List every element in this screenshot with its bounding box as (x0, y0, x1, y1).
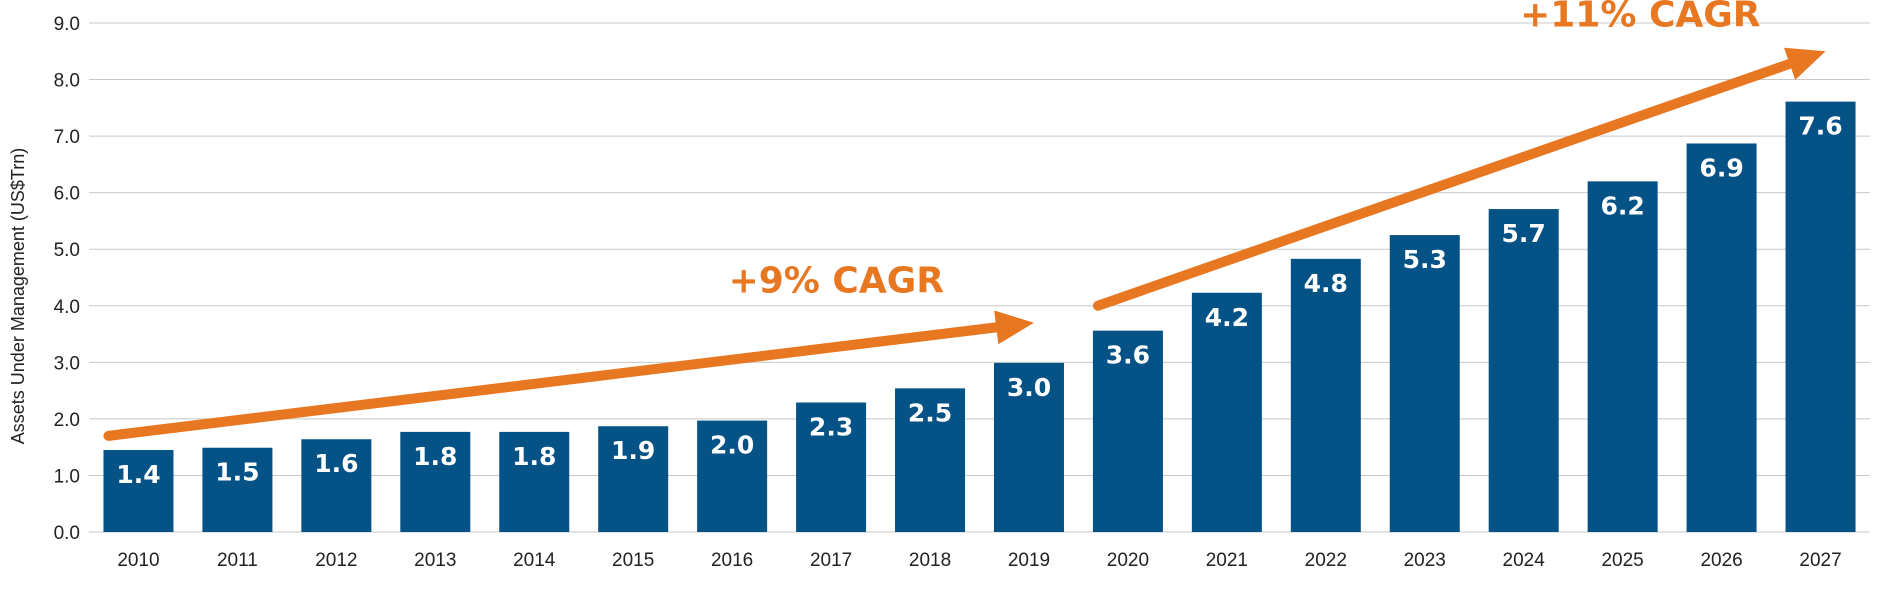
data-label: 6.2 (1600, 191, 1644, 220)
data-label: 1.6 (314, 449, 358, 478)
y-axis-label: Assets Under Management (US$Trn) (8, 148, 28, 444)
bar (697, 420, 768, 532)
y-tick-label: 5.0 (54, 240, 80, 261)
cagr-label: +11% CAGR (1520, 0, 1760, 35)
x-tick-label: 2025 (1601, 550, 1643, 571)
y-tick-label: 6.0 (54, 184, 80, 205)
x-tick-label: 2015 (612, 550, 654, 571)
bar (301, 439, 372, 532)
bar (1785, 101, 1856, 533)
y-tick-label: 8.0 (54, 71, 80, 92)
x-tick-label: 2022 (1305, 550, 1347, 571)
x-tick-label: 2026 (1700, 550, 1742, 571)
data-label: 1.5 (215, 458, 259, 487)
x-tick-label: 2020 (1107, 550, 1149, 571)
data-label: 1.4 (116, 460, 160, 489)
bar (103, 449, 174, 532)
cagr-arrows: +9% CAGR +11% CAGR (103, 0, 1826, 441)
bars: 1.4 1.5 1.6 1.8 1.8 1.9 2.0 2.3 2.5 3.0 3.6 4.2 4.8 5… (103, 101, 1856, 533)
y-tick-label: 1.0 (54, 466, 80, 487)
bar (895, 388, 966, 532)
bar (993, 362, 1064, 532)
bar (1686, 143, 1757, 533)
bar (1191, 292, 1262, 532)
x-tick-label: 2019 (1008, 550, 1050, 571)
x-tick-label: 2010 (117, 550, 159, 571)
y-tick-label: 2.0 (54, 410, 80, 431)
bar (1290, 258, 1361, 532)
data-label: 1.8 (512, 442, 556, 471)
x-tick-label: 2012 (315, 550, 357, 571)
bar (1092, 330, 1163, 532)
x-tick-label: 2017 (810, 550, 852, 571)
y-tick-label: 7.0 (54, 127, 80, 148)
data-label: 6.9 (1699, 153, 1743, 182)
y-tick-label: 3.0 (54, 353, 80, 374)
x-tick-label: 2011 (217, 550, 258, 571)
x-tick-label: 2013 (414, 550, 456, 571)
data-label: 4.2 (1205, 303, 1249, 332)
data-label: 2.5 (908, 398, 952, 427)
data-label: 1.8 (413, 442, 457, 471)
gridlines (89, 22, 1870, 533)
bar (1587, 181, 1658, 532)
bar (1488, 209, 1559, 532)
data-label: 7.6 (1798, 112, 1842, 141)
x-tick-label: 2016 (711, 550, 753, 571)
cagr-arrow-line (1092, 58, 1795, 311)
cagr-label: +9% CAGR (729, 261, 944, 302)
bar (796, 402, 867, 532)
x-axis-ticks: 2010 2011 2012 2013 2014 2015 2016 2017 2018 2019… (117, 550, 1841, 571)
y-tick-label: 9.0 (54, 14, 80, 35)
cagr-arrow-line (103, 322, 1002, 441)
data-label: 3.6 (1106, 341, 1150, 370)
cagr-arrow-head (994, 310, 1034, 345)
x-tick-label: 2027 (1799, 550, 1841, 571)
data-label: 3.0 (1007, 373, 1051, 402)
data-label: 2.0 (710, 431, 754, 460)
bar (1389, 235, 1460, 533)
bar (598, 426, 669, 532)
bar (499, 431, 570, 532)
bar (202, 447, 273, 532)
x-tick-label: 2024 (1503, 550, 1546, 571)
x-tick-label: 2018 (909, 550, 951, 571)
data-label: 4.8 (1304, 269, 1348, 298)
data-label: 5.3 (1403, 245, 1447, 274)
data-label: 5.7 (1502, 219, 1546, 248)
x-tick-label: 2023 (1404, 550, 1446, 571)
cagr-arrow-head (1784, 47, 1826, 80)
data-label: 1.9 (611, 436, 655, 465)
data-label: 2.3 (809, 412, 853, 441)
x-tick-label: 2014 (513, 550, 556, 571)
y-axis-ticks: 0.0 1.0 2.0 3.0 4.0 5.0 6.0 7.0 8.0 9.0 (54, 14, 80, 544)
y-tick-label: 0.0 (54, 523, 80, 544)
x-tick-label: 2021 (1206, 550, 1248, 571)
bar (400, 431, 471, 532)
y-tick-label: 4.0 (54, 297, 80, 318)
